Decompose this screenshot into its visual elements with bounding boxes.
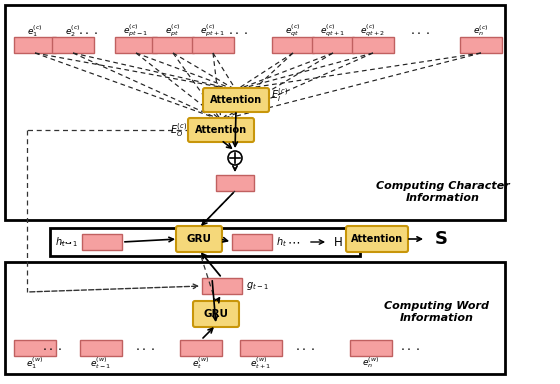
Circle shape — [228, 151, 242, 165]
Text: $E_O^{(c)}$: $E_O^{(c)}$ — [170, 121, 187, 139]
Text: Computing Word
Information: Computing Word Information — [385, 301, 489, 323]
FancyBboxPatch shape — [192, 37, 234, 53]
Text: $\cdot\cdot\cdot$: $\cdot\cdot\cdot$ — [295, 341, 315, 354]
FancyBboxPatch shape — [240, 340, 282, 356]
Text: H: H — [334, 235, 343, 248]
Text: Computing Character
Information: Computing Character Information — [376, 181, 510, 203]
Text: $e_{qt}^{(c)}$: $e_{qt}^{(c)}$ — [285, 23, 301, 39]
Text: $e_{pt}^{(c)}$: $e_{pt}^{(c)}$ — [165, 23, 181, 39]
FancyBboxPatch shape — [188, 118, 254, 142]
Text: $e_{t-1}^{(w)}$: $e_{t-1}^{(w)}$ — [90, 355, 111, 371]
Text: $g_{t-1}$: $g_{t-1}$ — [246, 280, 269, 292]
Text: GRU: GRU — [203, 309, 228, 319]
Text: $h_{t-1}$: $h_{t-1}$ — [55, 235, 78, 249]
FancyBboxPatch shape — [216, 175, 254, 191]
FancyBboxPatch shape — [5, 5, 505, 220]
FancyBboxPatch shape — [460, 37, 502, 53]
FancyBboxPatch shape — [115, 37, 157, 53]
Text: Attention: Attention — [195, 125, 247, 135]
FancyBboxPatch shape — [52, 37, 94, 53]
Text: $e_n^{(w)}$: $e_n^{(w)}$ — [362, 356, 380, 371]
Text: $e_{qt+1}^{(c)}$: $e_{qt+1}^{(c)}$ — [320, 23, 346, 39]
FancyBboxPatch shape — [14, 37, 56, 53]
Text: $\cdot\cdot\cdot$: $\cdot\cdot\cdot$ — [228, 26, 248, 40]
Text: $e_t^{(w)}$: $e_t^{(w)}$ — [192, 355, 210, 371]
Text: $\cdot\cdot\cdot$: $\cdot\cdot\cdot$ — [42, 341, 62, 354]
FancyBboxPatch shape — [176, 226, 222, 252]
Text: $E_I^{(c)}$: $E_I^{(c)}$ — [271, 86, 288, 104]
FancyBboxPatch shape — [50, 228, 360, 256]
Text: $e_{pt+1}^{(c)}$: $e_{pt+1}^{(c)}$ — [200, 23, 226, 39]
FancyBboxPatch shape — [5, 262, 505, 374]
Text: GRU: GRU — [186, 234, 212, 244]
FancyBboxPatch shape — [350, 340, 392, 356]
Text: $e_1^{(w)}$: $e_1^{(w)}$ — [26, 355, 44, 371]
FancyBboxPatch shape — [312, 37, 354, 53]
Text: $\cdot\cdot\cdot$: $\cdot\cdot\cdot$ — [135, 341, 155, 354]
Text: $\cdots$: $\cdots$ — [59, 235, 73, 248]
Text: $h_t$: $h_t$ — [276, 235, 287, 249]
Text: $\mathbf{S}$: $\mathbf{S}$ — [434, 230, 447, 248]
FancyBboxPatch shape — [272, 37, 314, 53]
FancyBboxPatch shape — [346, 226, 408, 252]
FancyBboxPatch shape — [352, 37, 394, 53]
Text: Attention: Attention — [351, 234, 403, 244]
FancyBboxPatch shape — [193, 301, 239, 327]
FancyBboxPatch shape — [232, 234, 272, 250]
FancyBboxPatch shape — [152, 37, 194, 53]
FancyBboxPatch shape — [80, 340, 122, 356]
FancyBboxPatch shape — [180, 340, 222, 356]
Text: $e_{t+1}^{(w)}$: $e_{t+1}^{(w)}$ — [250, 355, 272, 371]
Text: $e_n^{(c)}$: $e_n^{(c)}$ — [473, 23, 489, 38]
Text: $\cdots$: $\cdots$ — [287, 235, 301, 248]
Text: Attention: Attention — [210, 95, 262, 105]
FancyBboxPatch shape — [202, 278, 242, 294]
Text: $e_{pt-1}^{(c)}$: $e_{pt-1}^{(c)}$ — [123, 23, 148, 39]
Text: $\cdot\cdot\cdot$: $\cdot\cdot\cdot$ — [400, 341, 420, 354]
FancyBboxPatch shape — [82, 234, 122, 250]
Text: $e_2^{(c)}$: $e_2^{(c)}$ — [65, 23, 81, 39]
Text: $\cdot\cdot\cdot$: $\cdot\cdot\cdot$ — [410, 26, 430, 40]
Text: $\cdot\cdot\cdot$: $\cdot\cdot\cdot$ — [78, 26, 98, 40]
FancyBboxPatch shape — [14, 340, 56, 356]
FancyBboxPatch shape — [203, 88, 269, 112]
Text: $e_{qt+2}^{(c)}$: $e_{qt+2}^{(c)}$ — [361, 23, 386, 39]
Text: $e_1^{(c)}$: $e_1^{(c)}$ — [27, 23, 43, 39]
